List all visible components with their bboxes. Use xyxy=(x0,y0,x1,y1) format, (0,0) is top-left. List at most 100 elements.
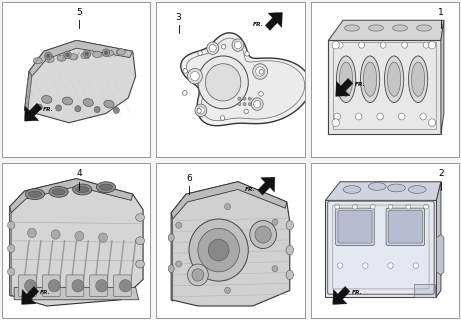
Circle shape xyxy=(250,220,277,249)
Ellipse shape xyxy=(100,184,112,190)
Circle shape xyxy=(188,264,208,286)
Circle shape xyxy=(83,50,90,58)
Ellipse shape xyxy=(393,25,408,31)
Ellipse shape xyxy=(339,62,353,96)
Circle shape xyxy=(207,42,219,54)
Circle shape xyxy=(370,204,375,209)
Circle shape xyxy=(198,228,239,272)
Circle shape xyxy=(66,53,69,57)
Circle shape xyxy=(244,109,248,114)
Circle shape xyxy=(7,221,15,229)
Circle shape xyxy=(104,51,108,54)
Circle shape xyxy=(197,108,201,113)
Ellipse shape xyxy=(361,56,380,102)
Circle shape xyxy=(334,113,340,120)
Polygon shape xyxy=(186,38,305,121)
Polygon shape xyxy=(10,179,143,306)
Polygon shape xyxy=(171,182,287,219)
FancyBboxPatch shape xyxy=(18,275,36,297)
Circle shape xyxy=(192,269,204,281)
FancyBboxPatch shape xyxy=(388,211,422,243)
Ellipse shape xyxy=(417,25,431,31)
Circle shape xyxy=(190,71,199,81)
Ellipse shape xyxy=(45,56,54,62)
Circle shape xyxy=(420,113,426,120)
Ellipse shape xyxy=(93,51,101,58)
Circle shape xyxy=(248,97,251,100)
Text: FR.: FR. xyxy=(40,290,51,295)
Circle shape xyxy=(234,41,242,49)
Circle shape xyxy=(75,106,81,112)
Circle shape xyxy=(28,228,36,238)
Circle shape xyxy=(197,107,204,114)
Ellipse shape xyxy=(337,56,356,102)
Polygon shape xyxy=(24,40,136,123)
Circle shape xyxy=(248,102,251,106)
Text: 4: 4 xyxy=(77,170,82,179)
Ellipse shape xyxy=(73,184,92,195)
Polygon shape xyxy=(14,287,139,300)
Circle shape xyxy=(406,204,411,209)
Circle shape xyxy=(253,64,267,79)
Polygon shape xyxy=(414,284,435,297)
Circle shape xyxy=(245,52,249,56)
Circle shape xyxy=(232,39,244,51)
Polygon shape xyxy=(437,235,444,275)
Ellipse shape xyxy=(83,99,94,107)
Circle shape xyxy=(72,280,84,292)
Polygon shape xyxy=(24,103,41,121)
Circle shape xyxy=(183,68,188,73)
Ellipse shape xyxy=(96,182,116,193)
Ellipse shape xyxy=(41,95,52,103)
Circle shape xyxy=(335,204,340,209)
Circle shape xyxy=(337,42,343,48)
Circle shape xyxy=(243,102,246,106)
FancyBboxPatch shape xyxy=(338,211,372,243)
Circle shape xyxy=(176,261,182,267)
Circle shape xyxy=(413,263,419,268)
Text: 6: 6 xyxy=(186,174,192,183)
FancyBboxPatch shape xyxy=(66,275,84,297)
Ellipse shape xyxy=(343,186,361,193)
Ellipse shape xyxy=(408,186,426,193)
Polygon shape xyxy=(328,20,444,40)
Polygon shape xyxy=(29,40,133,76)
Circle shape xyxy=(225,287,230,293)
Text: 1: 1 xyxy=(438,8,444,17)
Circle shape xyxy=(208,239,229,261)
Circle shape xyxy=(47,54,50,58)
Circle shape xyxy=(332,41,339,49)
Circle shape xyxy=(48,280,60,292)
Circle shape xyxy=(220,116,225,120)
Circle shape xyxy=(119,280,131,292)
Circle shape xyxy=(359,42,365,48)
Circle shape xyxy=(238,97,241,100)
Text: FR.: FR. xyxy=(253,22,264,27)
Ellipse shape xyxy=(363,62,377,96)
Polygon shape xyxy=(171,213,173,301)
Polygon shape xyxy=(171,182,290,306)
Ellipse shape xyxy=(168,265,174,273)
Polygon shape xyxy=(265,12,282,30)
Circle shape xyxy=(353,204,357,209)
Ellipse shape xyxy=(136,237,145,244)
Circle shape xyxy=(56,105,62,111)
Circle shape xyxy=(85,52,89,56)
Circle shape xyxy=(99,233,107,242)
Ellipse shape xyxy=(387,62,401,96)
Circle shape xyxy=(402,42,408,48)
Text: FR.: FR. xyxy=(355,82,365,87)
Circle shape xyxy=(428,41,436,49)
Polygon shape xyxy=(325,182,441,200)
FancyBboxPatch shape xyxy=(328,40,441,134)
Ellipse shape xyxy=(168,234,174,242)
Circle shape xyxy=(102,49,110,57)
Polygon shape xyxy=(181,33,311,126)
Circle shape xyxy=(205,64,241,101)
Circle shape xyxy=(75,231,84,241)
Polygon shape xyxy=(437,182,441,297)
Circle shape xyxy=(259,69,264,74)
FancyBboxPatch shape xyxy=(113,275,131,297)
Polygon shape xyxy=(441,20,444,134)
Polygon shape xyxy=(258,177,275,195)
